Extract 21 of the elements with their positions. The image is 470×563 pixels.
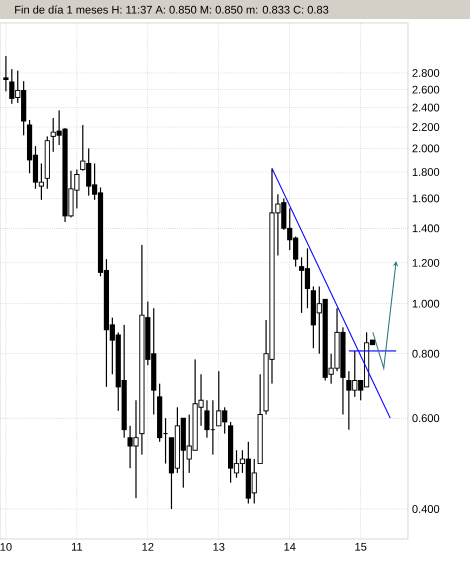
x-tick-label: 10 xyxy=(0,542,12,551)
chart-title: Fin de día 1 meses H: 11:37 A: 0.850 M: 0.850 m: 0.833 C: 0.83 xyxy=(15,5,328,14)
x-tick-label: 15 xyxy=(355,542,366,551)
y-tick-label: 2.200 xyxy=(412,123,440,131)
x-tick-label: 11 xyxy=(72,542,82,551)
y-tick-label: 1.200 xyxy=(412,258,440,267)
y-tick-label: 2.600 xyxy=(412,86,440,94)
y-tick-label: 1.800 xyxy=(412,168,440,176)
y-tick-label: 0.400 xyxy=(412,505,440,513)
y-tick-label: 1.400 xyxy=(412,224,440,232)
y-tick-label: 0.800 xyxy=(412,350,440,358)
y-tick-label: 1.600 xyxy=(412,194,440,202)
y-tick-label: 2.400 xyxy=(412,104,440,112)
x-tick-label: 12 xyxy=(142,542,154,551)
y-tick-label: 2.000 xyxy=(412,144,440,152)
x-tick-label: 14 xyxy=(284,542,296,551)
y-tick-label: 0.600 xyxy=(412,414,440,422)
y-tick-label: 1.000 xyxy=(412,300,440,308)
candlestick xyxy=(3,55,9,92)
x-tick-label: 13 xyxy=(213,542,224,551)
y-tick-label: 2.800 xyxy=(412,69,440,77)
